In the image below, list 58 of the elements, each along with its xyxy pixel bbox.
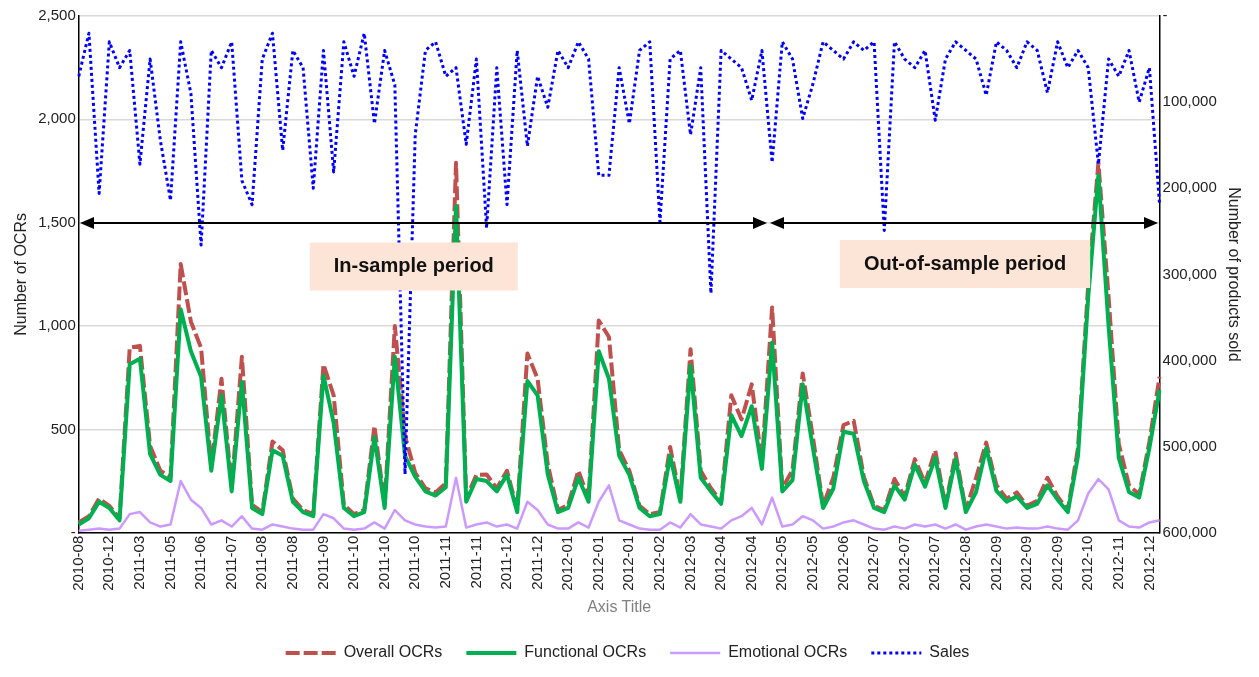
x-tick-label: 2012-09	[1017, 535, 1035, 591]
x-tick-label: 2012-11	[1108, 535, 1126, 590]
x-tick-label: 2012-07	[925, 535, 943, 591]
x-tick-label: 2011-12	[497, 535, 515, 590]
legend-label: Functional OCRs	[524, 643, 647, 661]
y-tick-label: 500	[50, 419, 76, 437]
x-tick-label: 2011-06	[191, 535, 209, 590]
x-tick-label: 2010-08	[68, 535, 86, 591]
x-tick-label: 2012-01	[558, 535, 576, 591]
x-axis-title: Axis Title	[587, 597, 652, 615]
y2-tick-label: 400,000	[1162, 350, 1217, 368]
x-tick-label: 2011-08	[283, 535, 301, 590]
x-tick-label: 2011-10	[374, 535, 392, 590]
y-tick-label: 1,500	[38, 212, 76, 230]
x-tick-label: 2012-01	[588, 535, 606, 591]
x-tick-label: 2011-08	[252, 535, 270, 590]
x-tick-label: 2012-03	[680, 535, 698, 591]
x-tick-label: 2012-07	[894, 535, 912, 591]
x-tick-label: 2012-08	[955, 535, 973, 591]
x-tick-label: 2011-03	[130, 535, 148, 590]
x-tick-label: 2010-12	[99, 535, 117, 591]
x-tick-label: 2011-11	[466, 535, 484, 589]
x-tick-label: 2011-09	[313, 535, 331, 590]
y2-tick-label: 600,000	[1162, 522, 1217, 540]
x-tick-label: 2012-06	[833, 535, 851, 591]
x-tick-label: 2012-05	[803, 535, 821, 591]
y-axis-title: Number of OCRs	[12, 213, 30, 336]
y-tick-label: 2,500	[38, 6, 76, 24]
x-tick-label: 2011-07	[221, 535, 239, 590]
x-tick-label: 2012-01	[619, 535, 637, 591]
x-tick-label: 2011-10	[405, 535, 423, 590]
annotation: In-sample period	[333, 254, 494, 277]
y2-tick-label: 300,000	[1162, 264, 1217, 282]
x-tick-label: 2011-10	[344, 535, 362, 590]
x-tick-label: 2011-11	[435, 535, 453, 589]
y2-axis-title: Number of products sold	[1225, 187, 1243, 362]
legend-label: Overall OCRs	[343, 643, 443, 661]
x-tick-label: 2012-09	[1047, 535, 1065, 591]
y2-tick-label: -	[1162, 6, 1168, 24]
y-tick-label: 1,000	[38, 316, 76, 334]
x-tick-label: 2012-12	[1139, 535, 1157, 591]
x-tick-label: 2012-10	[1078, 535, 1096, 591]
x-tick-label: 2012-02	[650, 535, 668, 591]
y2-tick-label: 200,000	[1162, 178, 1217, 196]
x-tick-label: 2012-05	[772, 535, 790, 591]
x-tick-label: 2012-04	[741, 535, 759, 591]
legend-label: Emotional OCRs	[728, 643, 848, 661]
line-series	[77, 31, 1162, 476]
x-tick-label: 2011-12	[527, 535, 545, 590]
x-tick-label: 2012-04	[711, 535, 729, 591]
x-tick-label: 2011-05	[160, 535, 178, 590]
legend-label: Sales	[929, 643, 970, 661]
x-tick-label: 2012-07	[864, 535, 882, 591]
y2-tick-label: 100,000	[1162, 92, 1217, 110]
y2-tick-label: 500,000	[1162, 436, 1217, 454]
x-tick-label: 2012-09	[986, 535, 1004, 591]
y-tick-label: 2,000	[38, 109, 76, 127]
annotation: Out-of-sample period	[863, 251, 1067, 274]
